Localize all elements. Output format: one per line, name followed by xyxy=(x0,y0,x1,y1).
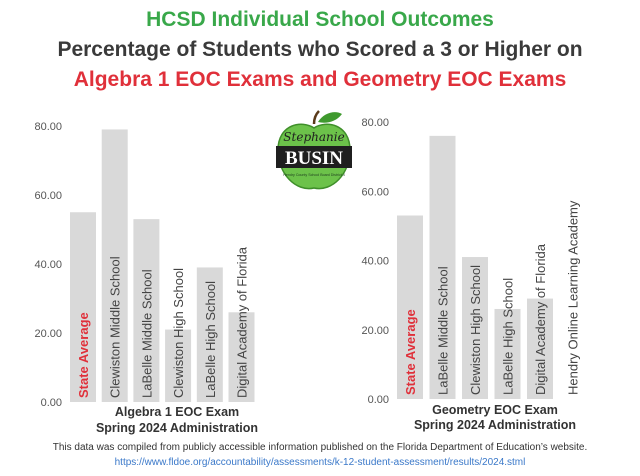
apple-leaf-icon xyxy=(318,112,342,123)
title-line-1: HCSD Individual School Outcomes xyxy=(146,8,494,31)
y-tick-label: 20.00 xyxy=(34,328,62,340)
category-label: State Average xyxy=(403,309,418,395)
category-label: Clewiston High School xyxy=(468,265,483,395)
bar xyxy=(196,267,223,402)
logo-sub-text: Hendry County School Board District 4 xyxy=(283,173,345,177)
y-tick-label: 80.00 xyxy=(34,121,62,133)
bar xyxy=(228,312,255,402)
title-line-2: Percentage of Students who Scored a 3 or… xyxy=(57,38,583,61)
category-label: State Average xyxy=(76,312,91,398)
source-link[interactable]: https://www.fldoe.org/accountability/ass… xyxy=(114,457,526,468)
y-tick-label: 60.00 xyxy=(34,190,62,202)
apple-stem-icon xyxy=(312,110,320,125)
bar xyxy=(165,329,192,402)
category-label: Digital Academy of Florida xyxy=(235,246,250,398)
title-line-3: Algebra 1 EOC Exams and Geometry EOC Exa… xyxy=(73,68,567,91)
x-axis-label: Geometry EOC Exam xyxy=(432,403,558,417)
source-note: This data was compiled from publicly acc… xyxy=(52,442,588,453)
category-label: Clewiston Middle School xyxy=(108,256,123,398)
candidate-logo: Stephanie BUSIN Hendry County School Boa… xyxy=(276,110,352,190)
category-label: LaBelle Middle School xyxy=(139,269,154,398)
bar xyxy=(494,308,521,399)
x-axis-sublabel: Spring 2024 Administration xyxy=(414,418,576,432)
y-tick-label: 60.00 xyxy=(361,186,389,198)
y-tick-label: 40.00 xyxy=(34,259,62,271)
bar xyxy=(101,129,128,402)
category-label: LaBelle High School xyxy=(501,278,516,395)
bar xyxy=(527,298,553,399)
category-label: Clewiston High School xyxy=(171,268,186,398)
category-label: LaBelle High School xyxy=(203,281,218,398)
y-tick-label: 40.00 xyxy=(361,256,389,268)
bar xyxy=(70,212,96,402)
category-label: Hendry Online Learning Academy xyxy=(566,200,581,395)
logo-main-text: BUSIN xyxy=(285,148,343,169)
logo-script-text: Stephanie xyxy=(283,130,344,144)
bar xyxy=(429,135,456,399)
y-tick-label: 0.00 xyxy=(41,397,62,409)
y-tick-label: 80.00 xyxy=(361,117,389,129)
category-label: LaBelle Middle School xyxy=(436,266,451,395)
x-axis-label: Algebra 1 EOC Exam xyxy=(115,405,239,419)
category-label: Digital Academy of Florida xyxy=(533,243,548,395)
bar xyxy=(397,215,423,399)
bar xyxy=(133,219,160,402)
y-tick-label: 20.00 xyxy=(361,325,389,337)
y-tick-label: 0.00 xyxy=(368,394,389,406)
bar xyxy=(462,257,488,399)
x-axis-sublabel: Spring 2024 Administration xyxy=(96,421,258,435)
